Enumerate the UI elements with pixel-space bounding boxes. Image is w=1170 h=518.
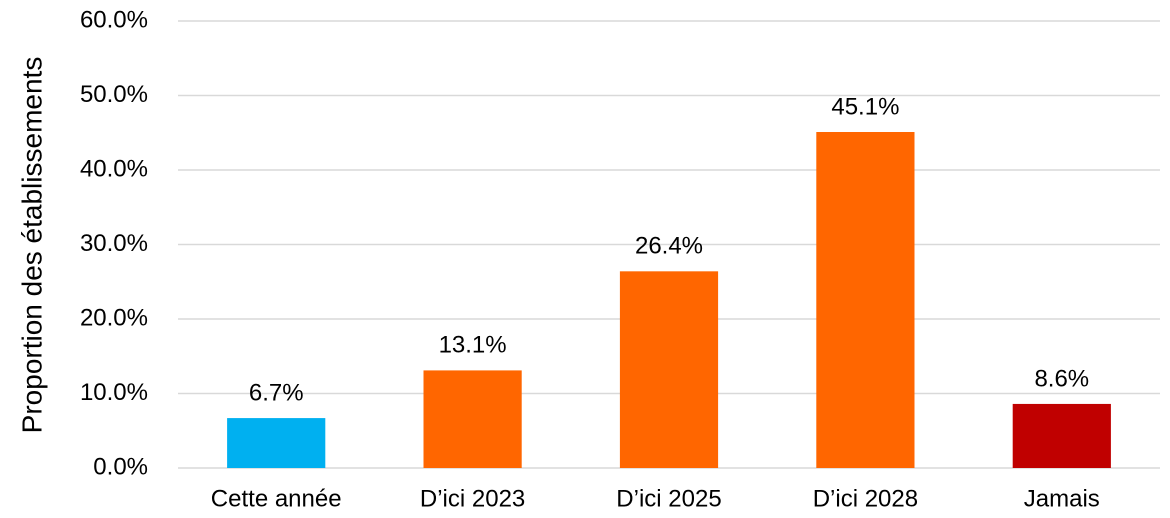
y-tick-label: 30.0%	[80, 230, 148, 257]
bar	[1012, 403, 1111, 468]
y-tick-label: 40.0%	[80, 155, 148, 182]
bar	[227, 418, 326, 468]
y-tick-label: 20.0%	[80, 304, 148, 331]
y-tick-label: 60.0%	[80, 6, 148, 33]
x-tick-label: D’ici 2025	[616, 485, 721, 512]
y-tick-label: 10.0%	[80, 379, 148, 406]
y-tick-label: 0.0%	[93, 453, 148, 480]
value-label: 26.4%	[635, 233, 703, 260]
value-label: 45.1%	[831, 93, 899, 120]
bar	[816, 132, 915, 468]
y-axis-label: Proportion des établissements	[16, 57, 47, 434]
value-label: 8.6%	[1034, 365, 1089, 392]
x-tick-label: Cette année	[211, 485, 342, 512]
x-tick-label: Jamais	[1024, 485, 1100, 512]
x-tick-label: D’ici 2023	[420, 485, 525, 512]
x-tick-label: D’ici 2028	[813, 485, 918, 512]
bar	[423, 370, 522, 468]
y-tick-label: 50.0%	[80, 81, 148, 108]
bar	[619, 271, 719, 468]
value-label: 6.7%	[249, 379, 304, 406]
value-label: 13.1%	[439, 332, 507, 359]
